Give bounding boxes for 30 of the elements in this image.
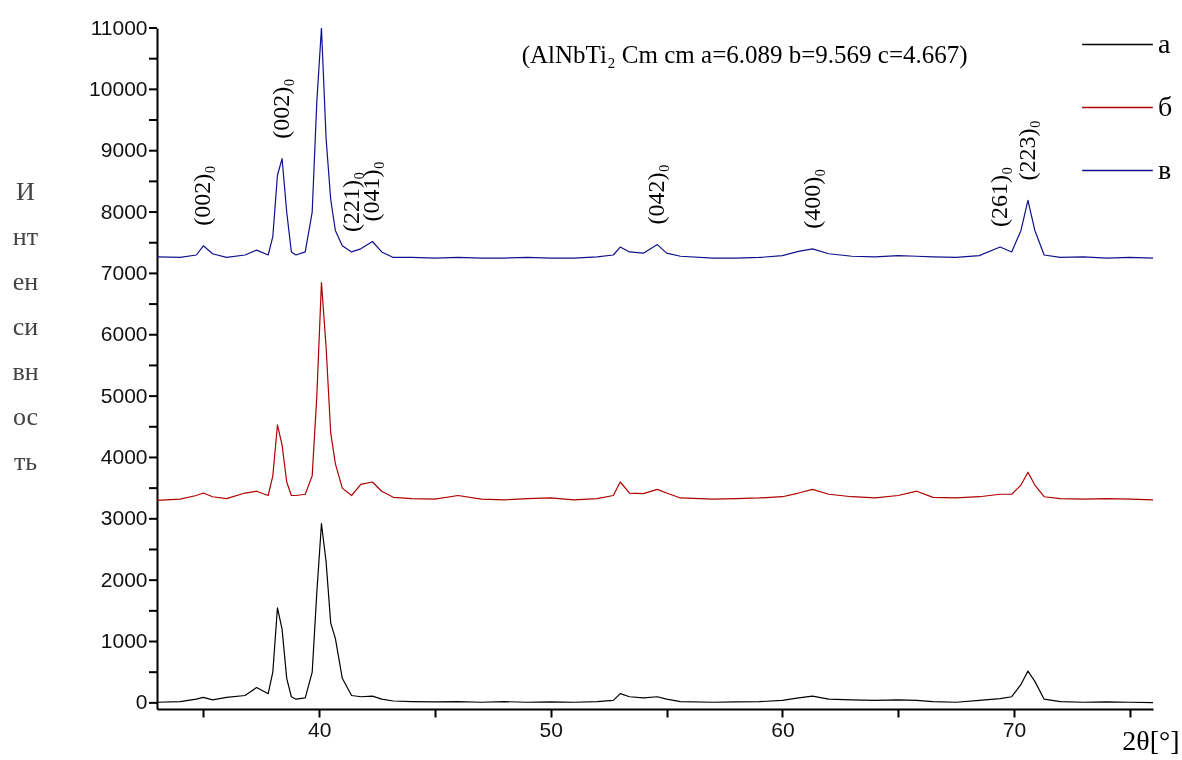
y-tick-label: 5000 [100,383,148,407]
y-tick-label: 7000 [100,260,148,284]
legend-label: а [1158,27,1171,59]
y-tick-label: 9000 [100,138,148,162]
y-axis-title: Интенсивность [12,176,39,476]
legend-label: в [1158,153,1172,185]
line-series [157,28,1153,259]
annotation: (042)₀ [643,164,670,225]
annotation: (400)₀ [798,168,825,229]
y-tick-label: 3000 [100,506,148,530]
y-tick-label: 2000 [100,567,148,591]
annotation: (002)₀ [189,165,216,226]
y-tick-label: 0 [135,690,148,714]
y-tick-label: 11000 [90,15,148,39]
x-tick-label: 70 [1002,717,1027,741]
annotation: (261)₀ [986,166,1013,228]
legend-label: б [1158,90,1173,122]
y-tick-label: 4000 [100,444,148,468]
line-series [157,282,1153,502]
y-tick-label: 8000 [100,199,148,223]
y-tick-label: 1000 [100,629,148,653]
x-axis-title: 2θ[°] [1122,724,1180,756]
y-tick-label: 6000 [100,322,148,346]
y-tick-label: 10000 [89,76,148,100]
annotation: (002)₀ [268,78,295,139]
x-tick-label: 40 [307,717,332,741]
annotation: (AlNbTi₂ Cm cm a=6.089 b=9.569 c=4.667) [521,41,968,69]
x-tick-label: 50 [539,717,563,741]
annotation: (223)₀ [1013,120,1040,181]
x-tick-label: 60 [771,717,795,741]
